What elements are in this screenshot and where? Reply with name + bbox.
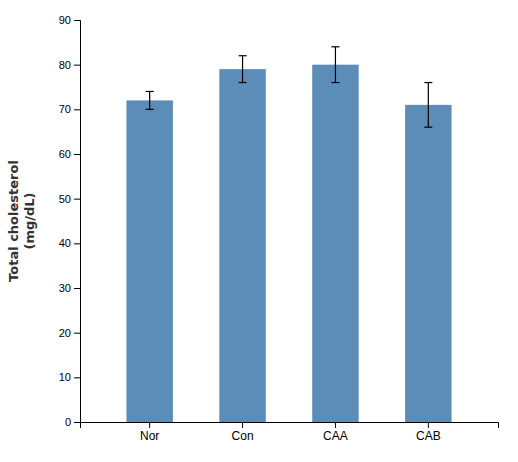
tick-label: 20 — [59, 327, 71, 339]
tick-mark — [74, 109, 80, 110]
tick-label: 10 — [59, 371, 71, 383]
tick: 50 — [59, 193, 80, 205]
tick-mark — [74, 422, 80, 423]
tick: CAB — [416, 422, 441, 443]
y-axis-title-line: (mg/dL) — [22, 192, 37, 249]
tick-mark — [149, 422, 150, 428]
tick: 20 — [59, 327, 80, 339]
error-bar-stem — [242, 56, 243, 83]
tick: 60 — [59, 148, 80, 160]
error-bar — [331, 47, 339, 83]
tick: 30 — [59, 282, 80, 294]
tick-mark — [74, 243, 80, 244]
tick: 70 — [59, 103, 80, 115]
tick-mark — [74, 65, 80, 66]
error-bar-cap — [424, 82, 432, 83]
tick: CAA — [323, 422, 348, 443]
axis-line — [81, 423, 499, 429]
chart: Nor Con CAA CAB 0 10 20 30 40 50 60 70 80 90 Total cho… — [0, 0, 518, 462]
tick-mark — [74, 288, 80, 289]
tick-label: CAB — [416, 429, 441, 443]
bar — [312, 65, 358, 422]
tick-label: 70 — [59, 103, 71, 115]
tick-label: Con — [232, 429, 254, 443]
tick-label: CAA — [323, 429, 348, 443]
tick-label: 40 — [59, 237, 71, 249]
tick-mark — [74, 199, 80, 200]
y-axis-title-line: Total cholesterol — [6, 160, 21, 282]
axis-line — [74, 21, 81, 423]
error-bar-cap — [146, 91, 154, 92]
error-bar-stem — [335, 47, 336, 83]
tick-label: 60 — [59, 148, 71, 160]
tick-mark — [74, 154, 80, 155]
tick-mark — [335, 422, 336, 428]
tick-label: Nor — [140, 429, 159, 443]
error-bar — [146, 91, 154, 109]
tick-label: 50 — [59, 193, 71, 205]
bar — [405, 105, 451, 422]
error-bar-cap — [331, 82, 339, 83]
tick-mark — [74, 20, 80, 21]
tick-mark — [242, 422, 243, 428]
tick-label: 30 — [59, 282, 71, 294]
error-bar-cap — [424, 127, 432, 128]
tick-mark — [428, 422, 429, 428]
plot: Nor Con CAA CAB 0 10 20 30 40 50 60 70 80 90 Total cho… — [6, 14, 499, 443]
tick: 80 — [59, 59, 80, 71]
error-bar — [239, 56, 247, 83]
error-bar — [424, 83, 432, 128]
tick-label: 80 — [59, 59, 71, 71]
tick-label: 0 — [65, 416, 71, 428]
x-axis: Nor Con CAA CAB — [81, 422, 499, 443]
error-bar-cap — [146, 109, 154, 110]
tick: Nor — [140, 422, 159, 443]
y-axis: 0 10 20 30 40 50 60 70 80 90 — [59, 14, 81, 428]
tick-label: 90 — [59, 14, 71, 26]
tick: Con — [232, 422, 254, 443]
tick-mark — [74, 377, 80, 378]
error-bar-stem — [149, 91, 150, 109]
tick-mark — [74, 333, 80, 334]
tick: 90 — [59, 14, 80, 26]
error-bar-cap — [239, 82, 247, 83]
error-bar-cap — [331, 46, 339, 47]
bar — [219, 69, 265, 422]
tick: 40 — [59, 237, 80, 249]
tick: 0 — [65, 416, 80, 428]
tick: 10 — [59, 371, 80, 383]
error-bar-stem — [428, 83, 429, 128]
marks — [126, 47, 451, 422]
error-bar-cap — [239, 55, 247, 56]
bar — [126, 100, 172, 422]
y-axis-title: Total cholesterol(mg/dL) — [6, 160, 37, 282]
